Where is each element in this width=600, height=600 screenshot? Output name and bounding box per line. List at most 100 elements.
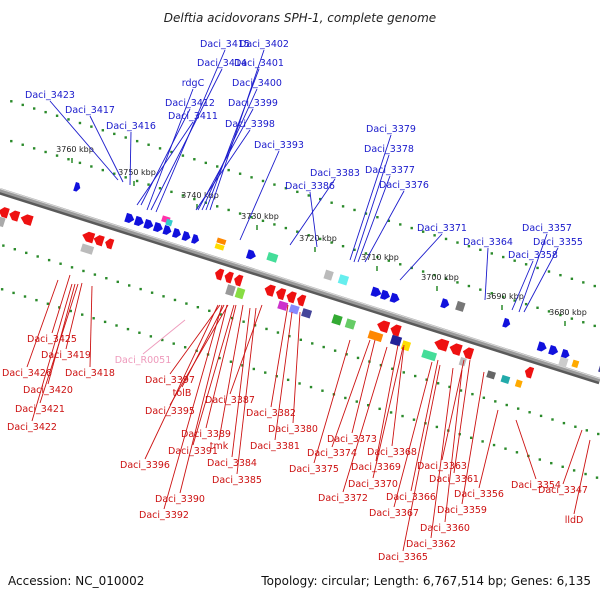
gene-label-top: Daci_3416 (106, 121, 156, 132)
track-dot (387, 219, 391, 223)
track-dot (582, 281, 585, 284)
track-dot (284, 187, 288, 190)
label-leader-line (393, 361, 433, 508)
feature-block (337, 274, 350, 286)
backbone-highlight (0, 188, 600, 380)
gene-label-top: Daci_3378 (364, 144, 414, 155)
track-dot (238, 212, 242, 215)
track-dot (550, 461, 553, 465)
gene-label-bottom: Daci_3418 (65, 368, 115, 379)
gene-label-top: Daci_3377 (365, 165, 415, 176)
gene-arrow-shape (440, 298, 450, 309)
track-dot (593, 324, 596, 328)
track-dot (333, 349, 337, 352)
gene-arrow (462, 347, 475, 360)
feature-block-shape (234, 287, 246, 300)
track-dot (344, 396, 347, 400)
track-dot (433, 234, 436, 237)
label-leader-line (129, 131, 132, 186)
track-dot (321, 389, 324, 392)
gene-arrow (152, 221, 163, 233)
gene-arrow (73, 182, 81, 192)
feature-block-shape (389, 334, 403, 347)
tick-label: 3730 kbp (241, 212, 279, 221)
feature-block (367, 330, 384, 343)
tick-label: 3740 kbp (181, 191, 219, 200)
gene-arrow-shape (548, 345, 559, 356)
gene-arrow (377, 320, 391, 333)
track-dot (181, 154, 185, 157)
label-leader-line (181, 304, 225, 388)
gene-label-top: Daci_3401 (234, 58, 284, 69)
tick-label: 3680 kbp (549, 308, 587, 317)
track-dot (46, 302, 50, 305)
label-leader-line (518, 233, 548, 313)
gene-arrow (143, 218, 154, 230)
track-dot (93, 273, 97, 276)
track-dot (330, 241, 333, 244)
gene-arrow (548, 345, 559, 356)
track-dot (284, 226, 288, 230)
track-dot (273, 223, 276, 226)
gene-arrow-shape (377, 320, 391, 333)
track-dot (218, 356, 221, 360)
track-dot (10, 139, 13, 143)
track-dot (135, 179, 139, 183)
label-leader-line (231, 307, 251, 458)
track-dot (471, 392, 474, 396)
track-dot (311, 342, 314, 345)
label-leader-line (353, 154, 390, 263)
gene-label-top: Daci_3386 (285, 181, 335, 192)
track-dot (459, 389, 463, 392)
gene-arrow (224, 271, 234, 284)
track-dot (147, 143, 150, 146)
feature-block (421, 349, 438, 362)
track-dot (113, 132, 116, 136)
track-dot (230, 316, 234, 320)
track-dot (494, 400, 497, 403)
track-dot (341, 244, 345, 248)
label-leader-line (375, 344, 399, 462)
feature-block (0, 215, 6, 228)
track-dot (158, 147, 162, 150)
gene-arrow (234, 274, 244, 287)
track-dot (516, 407, 520, 410)
track-dot (275, 375, 278, 378)
feature-block-shape (288, 304, 300, 315)
track-dot (59, 262, 62, 265)
track-dot (410, 226, 413, 230)
feature-block-shape (571, 359, 580, 369)
track-dot (21, 143, 24, 146)
track-dot (528, 411, 531, 414)
feature-block-shape (216, 237, 227, 245)
track-dot (502, 255, 505, 259)
track-dot (161, 338, 164, 342)
gene-label-top: Daci_3400 (232, 78, 282, 89)
label-leader-line (562, 429, 583, 485)
track-dot (356, 356, 360, 360)
gene-arrow-shape (133, 215, 144, 227)
track-dot (456, 241, 459, 244)
track-dot (401, 414, 404, 418)
track-dot (410, 266, 413, 270)
label-leader-line (201, 88, 258, 211)
track-dot (193, 158, 196, 161)
label-leader-line (229, 304, 263, 395)
feature-block-shape (277, 300, 289, 311)
feature-block (80, 243, 95, 255)
label-leader-line (410, 359, 439, 492)
label-leader-line (523, 247, 559, 313)
feature-block-shape (266, 252, 279, 263)
track-dot (44, 150, 47, 154)
gene-label-bottom: Daci_3380 (268, 424, 318, 435)
track-dot (250, 216, 253, 219)
track-dot (296, 190, 299, 194)
genome-summary-text: Topology: circular; Length: 6,767,514 bp… (260, 574, 591, 588)
gene-arrow (276, 288, 287, 301)
track-dot (276, 331, 280, 334)
gene-label-bottom: Daci_3370 (348, 479, 398, 490)
track-dot (479, 248, 482, 252)
track-dot (330, 201, 333, 204)
feature-block-shape (337, 274, 350, 286)
track-dot (36, 255, 39, 258)
